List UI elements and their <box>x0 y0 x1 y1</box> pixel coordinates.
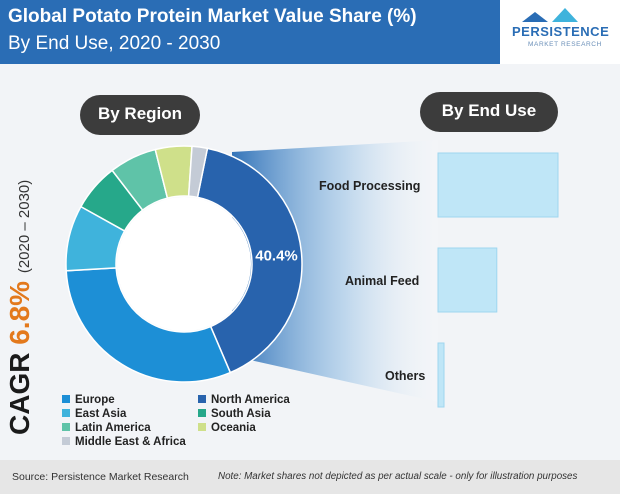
cagr-text: CAGR <box>4 352 35 435</box>
logo-mark-icon <box>522 8 578 22</box>
legend-item: South Asia <box>198 408 271 420</box>
legend-item: Oceania <box>198 422 256 434</box>
legend-label: North America <box>211 394 290 406</box>
logo: PERSISTENCE MARKET RESEARCH <box>500 0 620 64</box>
chart-title: Global Potato Protein Market Value Share… <box>8 6 417 27</box>
footer: Source: Persistence Market Research Note… <box>0 460 620 494</box>
logo-brand: PERSISTENCE <box>512 24 610 39</box>
logo-sub: MARKET RESEARCH <box>528 41 602 48</box>
chart-subtitle: By End Use, 2020 - 2030 <box>8 33 221 54</box>
footer-note: Note: Market shares not depicted as per … <box>218 471 578 482</box>
cagr-label: CAGR 6.8% (2020 – 2030) <box>4 180 36 435</box>
bar-outline <box>437 247 498 313</box>
legend-swatch <box>198 395 206 403</box>
legend-swatch <box>62 423 70 431</box>
end-use-bar-chart <box>437 152 559 408</box>
donut-slice-north-america <box>196 147 303 374</box>
legend-item: East Asia <box>62 408 126 420</box>
by-end-use-pill: By End Use <box>420 92 558 132</box>
legend-label: East Asia <box>75 408 127 420</box>
legend-label: Europe <box>75 394 115 406</box>
legend-label: Latin America <box>75 422 151 434</box>
donut-slice-europe <box>65 267 232 383</box>
legend-swatch <box>62 437 70 445</box>
bar-category-label: Food Processing <box>319 179 421 193</box>
donut-slice-middle-east-africa <box>187 145 209 199</box>
donut-data-label: 40.4% <box>255 248 298 265</box>
legend-label: Middle East & Africa <box>75 436 186 448</box>
legend-swatch <box>198 423 206 431</box>
bar-category-label: Animal Feed <box>345 274 420 288</box>
bar-outline <box>437 342 445 408</box>
bar-category-label: Others <box>385 369 426 383</box>
donut-hole <box>117 197 251 331</box>
footer-source: Source: Persistence Market Research <box>12 471 189 483</box>
bar-animal-feed <box>438 248 497 312</box>
bar-outline <box>437 152 559 218</box>
legend-swatch <box>198 409 206 417</box>
bar-food-processing <box>438 153 558 217</box>
legend-item: Middle East & Africa <box>62 436 186 448</box>
cagr-period: (2020 – 2030) <box>16 179 33 274</box>
legend-item: Europe <box>62 394 115 406</box>
legend-item: Latin America <box>62 422 151 434</box>
header-banner: Global Potato Protein Market Value Share… <box>0 0 500 64</box>
bar-others <box>438 343 444 407</box>
by-region-pill: By Region <box>80 95 200 135</box>
legend-item: North America <box>198 394 290 406</box>
legend-label: South Asia <box>211 408 271 420</box>
cagr-value: 6.8% <box>4 280 35 345</box>
legend-swatch <box>62 395 70 403</box>
donut-chart: 40.4% <box>65 145 303 383</box>
legend-label: Oceania <box>211 422 256 434</box>
legend-swatch <box>62 409 70 417</box>
